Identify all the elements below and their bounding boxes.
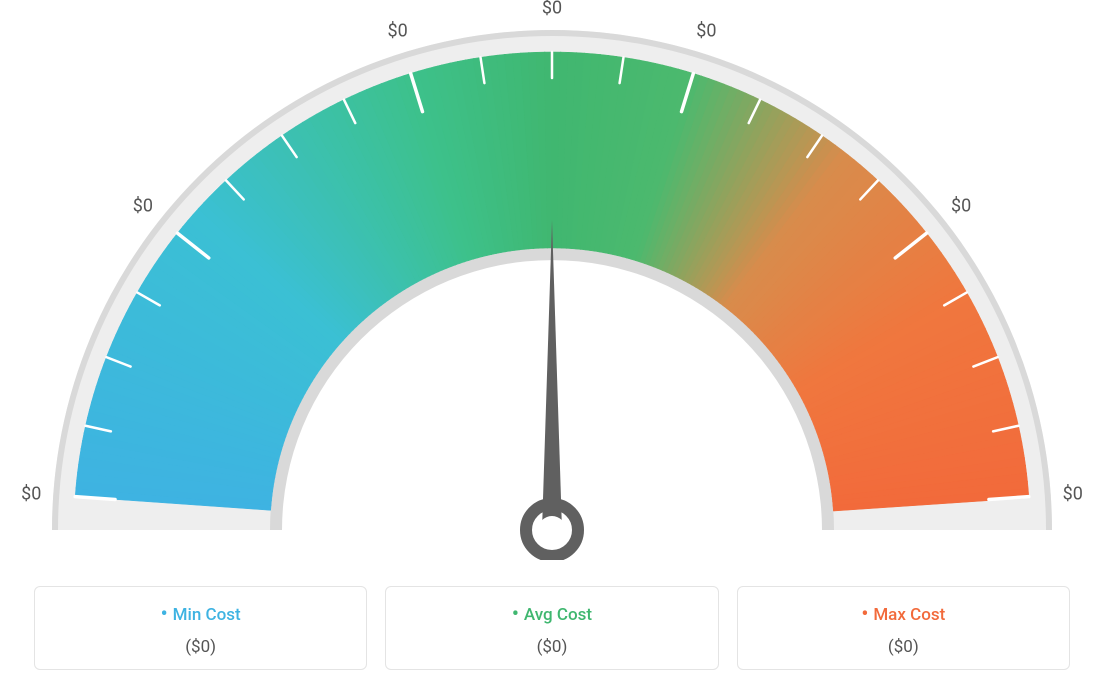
- legend-avg: Avg Cost ($0): [385, 586, 718, 670]
- legend-avg-value: ($0): [386, 637, 717, 657]
- gauge-tick-label: $0: [133, 195, 153, 216]
- legend-max: Max Cost ($0): [737, 586, 1070, 670]
- gauge-tick-label: $0: [388, 21, 408, 42]
- legend-row: Min Cost ($0) Avg Cost ($0) Max Cost ($0…: [0, 586, 1104, 670]
- legend-max-value: ($0): [738, 637, 1069, 657]
- legend-avg-label: Avg Cost: [386, 601, 717, 625]
- gauge-tick-label: $0: [696, 21, 716, 42]
- legend-min-value: ($0): [35, 637, 366, 657]
- gauge-svg: [0, 0, 1104, 560]
- gauge-tick-label: $0: [1063, 483, 1083, 504]
- legend-max-label: Max Cost: [738, 601, 1069, 625]
- gauge-tick-label: $0: [21, 483, 41, 504]
- gauge-tick-label: $0: [542, 0, 562, 19]
- gauge-tick-label: $0: [951, 195, 971, 216]
- gauge-chart: $0 $0 $0 $0 $0 $0 $0: [0, 0, 1104, 560]
- cost-gauge-widget: $0 $0 $0 $0 $0 $0 $0 Min Cost ($0) Avg Cost ($…: [0, 0, 1104, 690]
- legend-min: Min Cost ($0): [34, 586, 367, 670]
- legend-min-label: Min Cost: [35, 601, 366, 625]
